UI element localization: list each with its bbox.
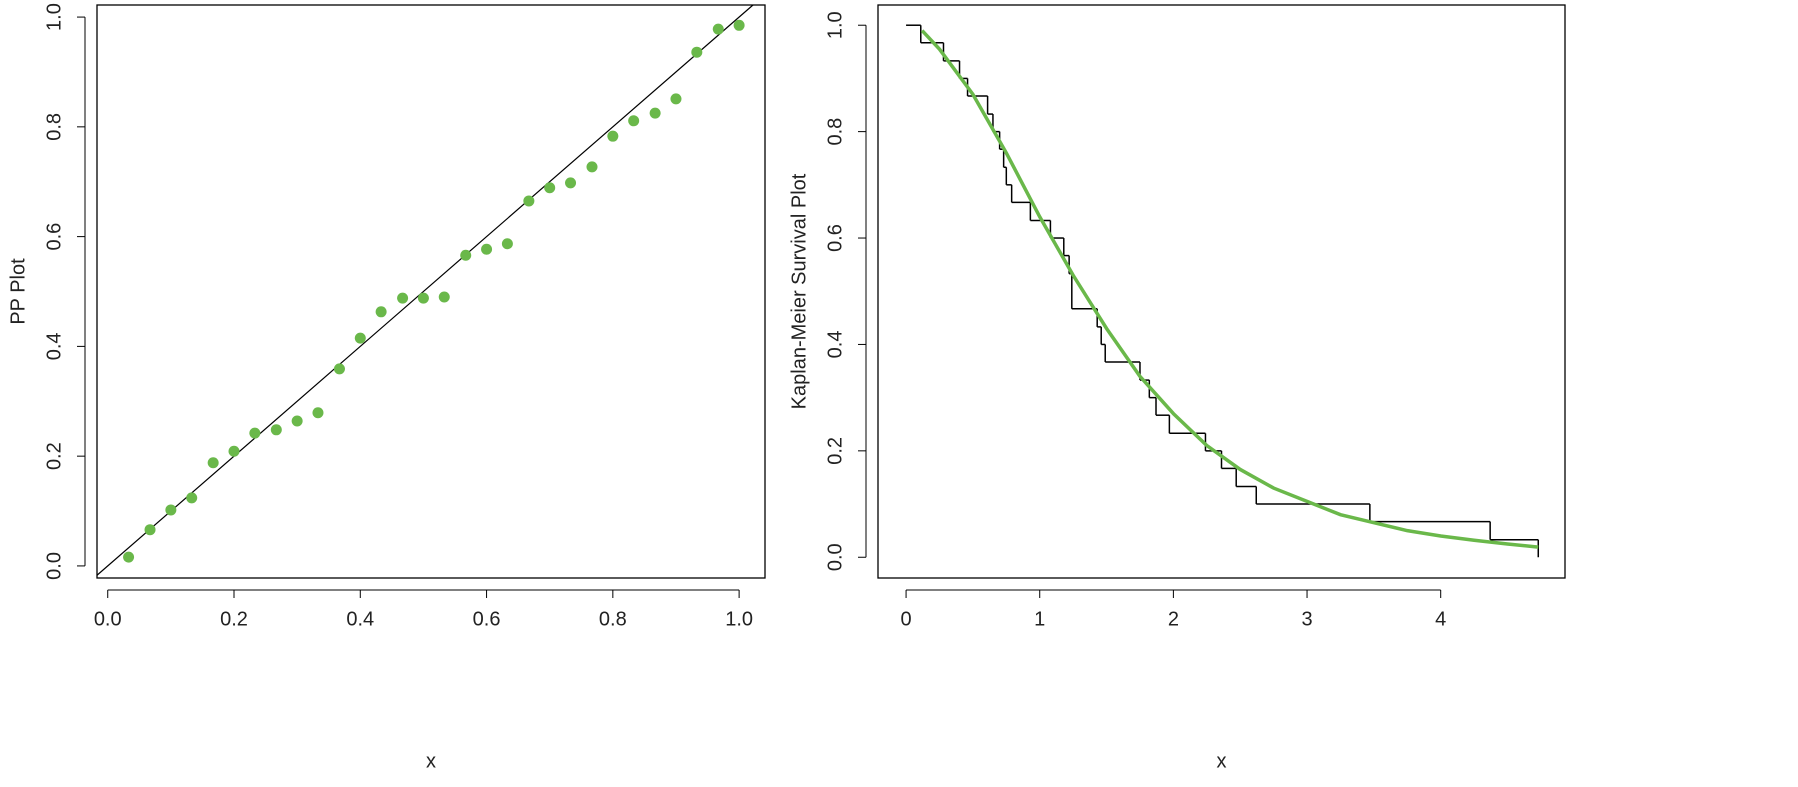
y-axis-label: Kaplan-Meier Survival Plot: [788, 173, 810, 409]
y-tick-label: 0.4: [824, 331, 846, 359]
x-tick-label: 0.4: [346, 608, 374, 630]
point: [586, 161, 598, 173]
point: [207, 457, 219, 469]
x-tick-label: 0.8: [599, 608, 627, 630]
point: [144, 524, 156, 536]
point: [565, 177, 577, 189]
x-tick-label: 4: [1435, 608, 1446, 630]
point: [649, 107, 661, 119]
point: [733, 19, 745, 31]
y-tick-label: 0.4: [43, 332, 65, 360]
x-tick-label: 0.2: [220, 608, 248, 630]
point: [544, 182, 556, 194]
point: [460, 249, 472, 261]
point: [523, 195, 535, 207]
point: [501, 238, 513, 250]
x-axis-label: x: [426, 750, 436, 772]
point: [165, 504, 177, 516]
point: [354, 332, 366, 344]
point: [481, 243, 493, 255]
x-tick-label: 1.0: [725, 608, 753, 630]
plot-box: [96, 4, 766, 579]
x-axis-label: x: [1217, 750, 1227, 772]
x-tick-label: 0.6: [473, 608, 501, 630]
point: [333, 363, 345, 375]
point: [375, 306, 387, 318]
point: [312, 407, 324, 419]
point: [186, 492, 198, 504]
y-tick-label: 1.0: [43, 3, 65, 31]
point: [691, 46, 703, 58]
y-tick-label: 0.0: [824, 543, 846, 571]
point: [438, 291, 450, 303]
y-tick-label: 0.8: [43, 113, 65, 141]
point: [417, 292, 429, 304]
plot-box: [877, 4, 1566, 579]
y-axis-label: PP Plot: [7, 258, 29, 325]
x-tick-label: 1: [1034, 608, 1045, 630]
y-tick-label: 1.0: [824, 11, 846, 39]
y-tick-label: 0.2: [43, 442, 65, 470]
x-tick-label: 2: [1168, 608, 1179, 630]
y-tick-label: 0.2: [824, 437, 846, 465]
point: [123, 551, 135, 563]
point: [397, 292, 409, 304]
fitted-curve: [920, 29, 1539, 549]
point: [291, 415, 303, 427]
point: [270, 424, 282, 436]
x-tick-label: 0: [901, 608, 912, 630]
point: [249, 427, 261, 439]
y-tick-label: 0.6: [824, 224, 846, 252]
x-tick-label: 0.0: [94, 608, 122, 630]
y-tick-label: 0.6: [43, 223, 65, 251]
x-tick-label: 3: [1301, 608, 1312, 630]
y-tick-label: 0.0: [43, 552, 65, 580]
y-tick-label: 0.8: [824, 118, 846, 146]
point: [607, 130, 619, 142]
point: [670, 93, 682, 105]
reference-line: [96, 4, 754, 576]
point: [228, 445, 240, 457]
point: [628, 115, 640, 127]
point: [712, 23, 724, 35]
